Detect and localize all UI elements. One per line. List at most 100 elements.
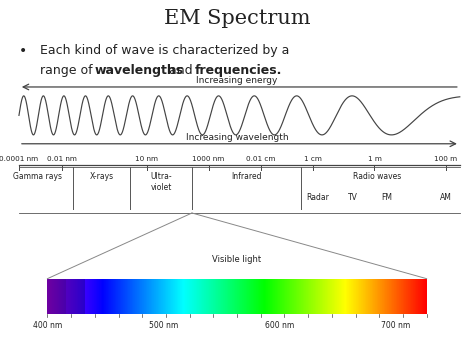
Bar [363, 279, 364, 314]
Bar [353, 279, 354, 314]
Bar [277, 279, 278, 314]
Text: 400 nm: 400 nm [33, 321, 62, 329]
Bar [110, 279, 111, 314]
Bar [426, 279, 427, 314]
Bar [408, 279, 409, 314]
Bar [234, 279, 235, 314]
Bar [316, 279, 317, 314]
Bar [374, 279, 375, 314]
Bar [333, 279, 334, 314]
Bar [386, 279, 387, 314]
Bar [164, 279, 165, 314]
Bar [352, 279, 353, 314]
Bar [261, 279, 262, 314]
Bar [176, 279, 177, 314]
Bar [130, 279, 131, 314]
Bar [152, 279, 153, 314]
Bar [60, 279, 61, 314]
Bar [366, 279, 367, 314]
Bar [104, 279, 105, 314]
Text: 0.01 cm: 0.01 cm [246, 155, 275, 162]
Bar [78, 279, 79, 314]
Bar [56, 279, 57, 314]
Bar [356, 279, 357, 314]
Bar [326, 279, 327, 314]
Bar [338, 279, 339, 314]
Bar [237, 279, 238, 314]
Bar [233, 279, 234, 314]
Bar [264, 279, 265, 314]
Bar [361, 279, 362, 314]
Bar [183, 279, 184, 314]
Bar [151, 279, 152, 314]
Bar [327, 279, 328, 314]
Bar [173, 279, 174, 314]
Bar [358, 279, 359, 314]
Bar [339, 279, 340, 314]
Bar [317, 279, 318, 314]
Bar [186, 279, 187, 314]
Bar [177, 279, 178, 314]
Bar [271, 279, 272, 314]
Bar [377, 279, 378, 314]
Bar [266, 279, 267, 314]
Bar [231, 279, 232, 314]
Bar [274, 279, 275, 314]
Bar [194, 279, 195, 314]
Bar [155, 279, 156, 314]
Bar [226, 279, 227, 314]
Bar [107, 279, 108, 314]
Bar [208, 279, 209, 314]
Bar [418, 279, 419, 314]
Bar [381, 279, 382, 314]
Bar [315, 279, 316, 314]
Bar [160, 279, 161, 314]
Bar [171, 279, 172, 314]
Bar [97, 279, 98, 314]
Text: Radar: Radar [306, 193, 329, 202]
Bar [253, 279, 254, 314]
Bar [405, 279, 406, 314]
Bar [203, 279, 204, 314]
Bar [286, 279, 287, 314]
Bar [272, 279, 273, 314]
Bar [149, 279, 150, 314]
Bar [322, 279, 323, 314]
Bar [211, 279, 212, 314]
Bar [82, 279, 83, 314]
Bar [62, 279, 63, 314]
Bar [125, 279, 126, 314]
Bar [369, 279, 370, 314]
Bar [400, 279, 401, 314]
Bar [342, 279, 343, 314]
Bar [116, 279, 117, 314]
Bar [341, 279, 342, 314]
Bar [424, 279, 425, 314]
Bar [422, 279, 423, 314]
Bar [205, 279, 206, 314]
Bar [257, 279, 258, 314]
Bar [332, 279, 333, 314]
Bar [390, 279, 391, 314]
Text: 0.01 nm: 0.01 nm [46, 155, 77, 162]
Bar [73, 279, 74, 314]
Bar [158, 279, 159, 314]
Bar [411, 279, 412, 314]
Bar [243, 279, 244, 314]
Bar [189, 279, 190, 314]
Bar [376, 279, 377, 314]
Bar [399, 279, 400, 314]
Bar [294, 279, 295, 314]
Bar [242, 279, 243, 314]
Bar [175, 279, 176, 314]
Text: Infrared: Infrared [231, 172, 262, 181]
Bar [138, 279, 139, 314]
Bar [236, 279, 237, 314]
Bar [192, 279, 193, 314]
Bar [295, 279, 296, 314]
Bar [108, 279, 109, 314]
Bar [409, 279, 410, 314]
Bar [354, 279, 355, 314]
Bar [392, 279, 393, 314]
Bar [259, 279, 260, 314]
